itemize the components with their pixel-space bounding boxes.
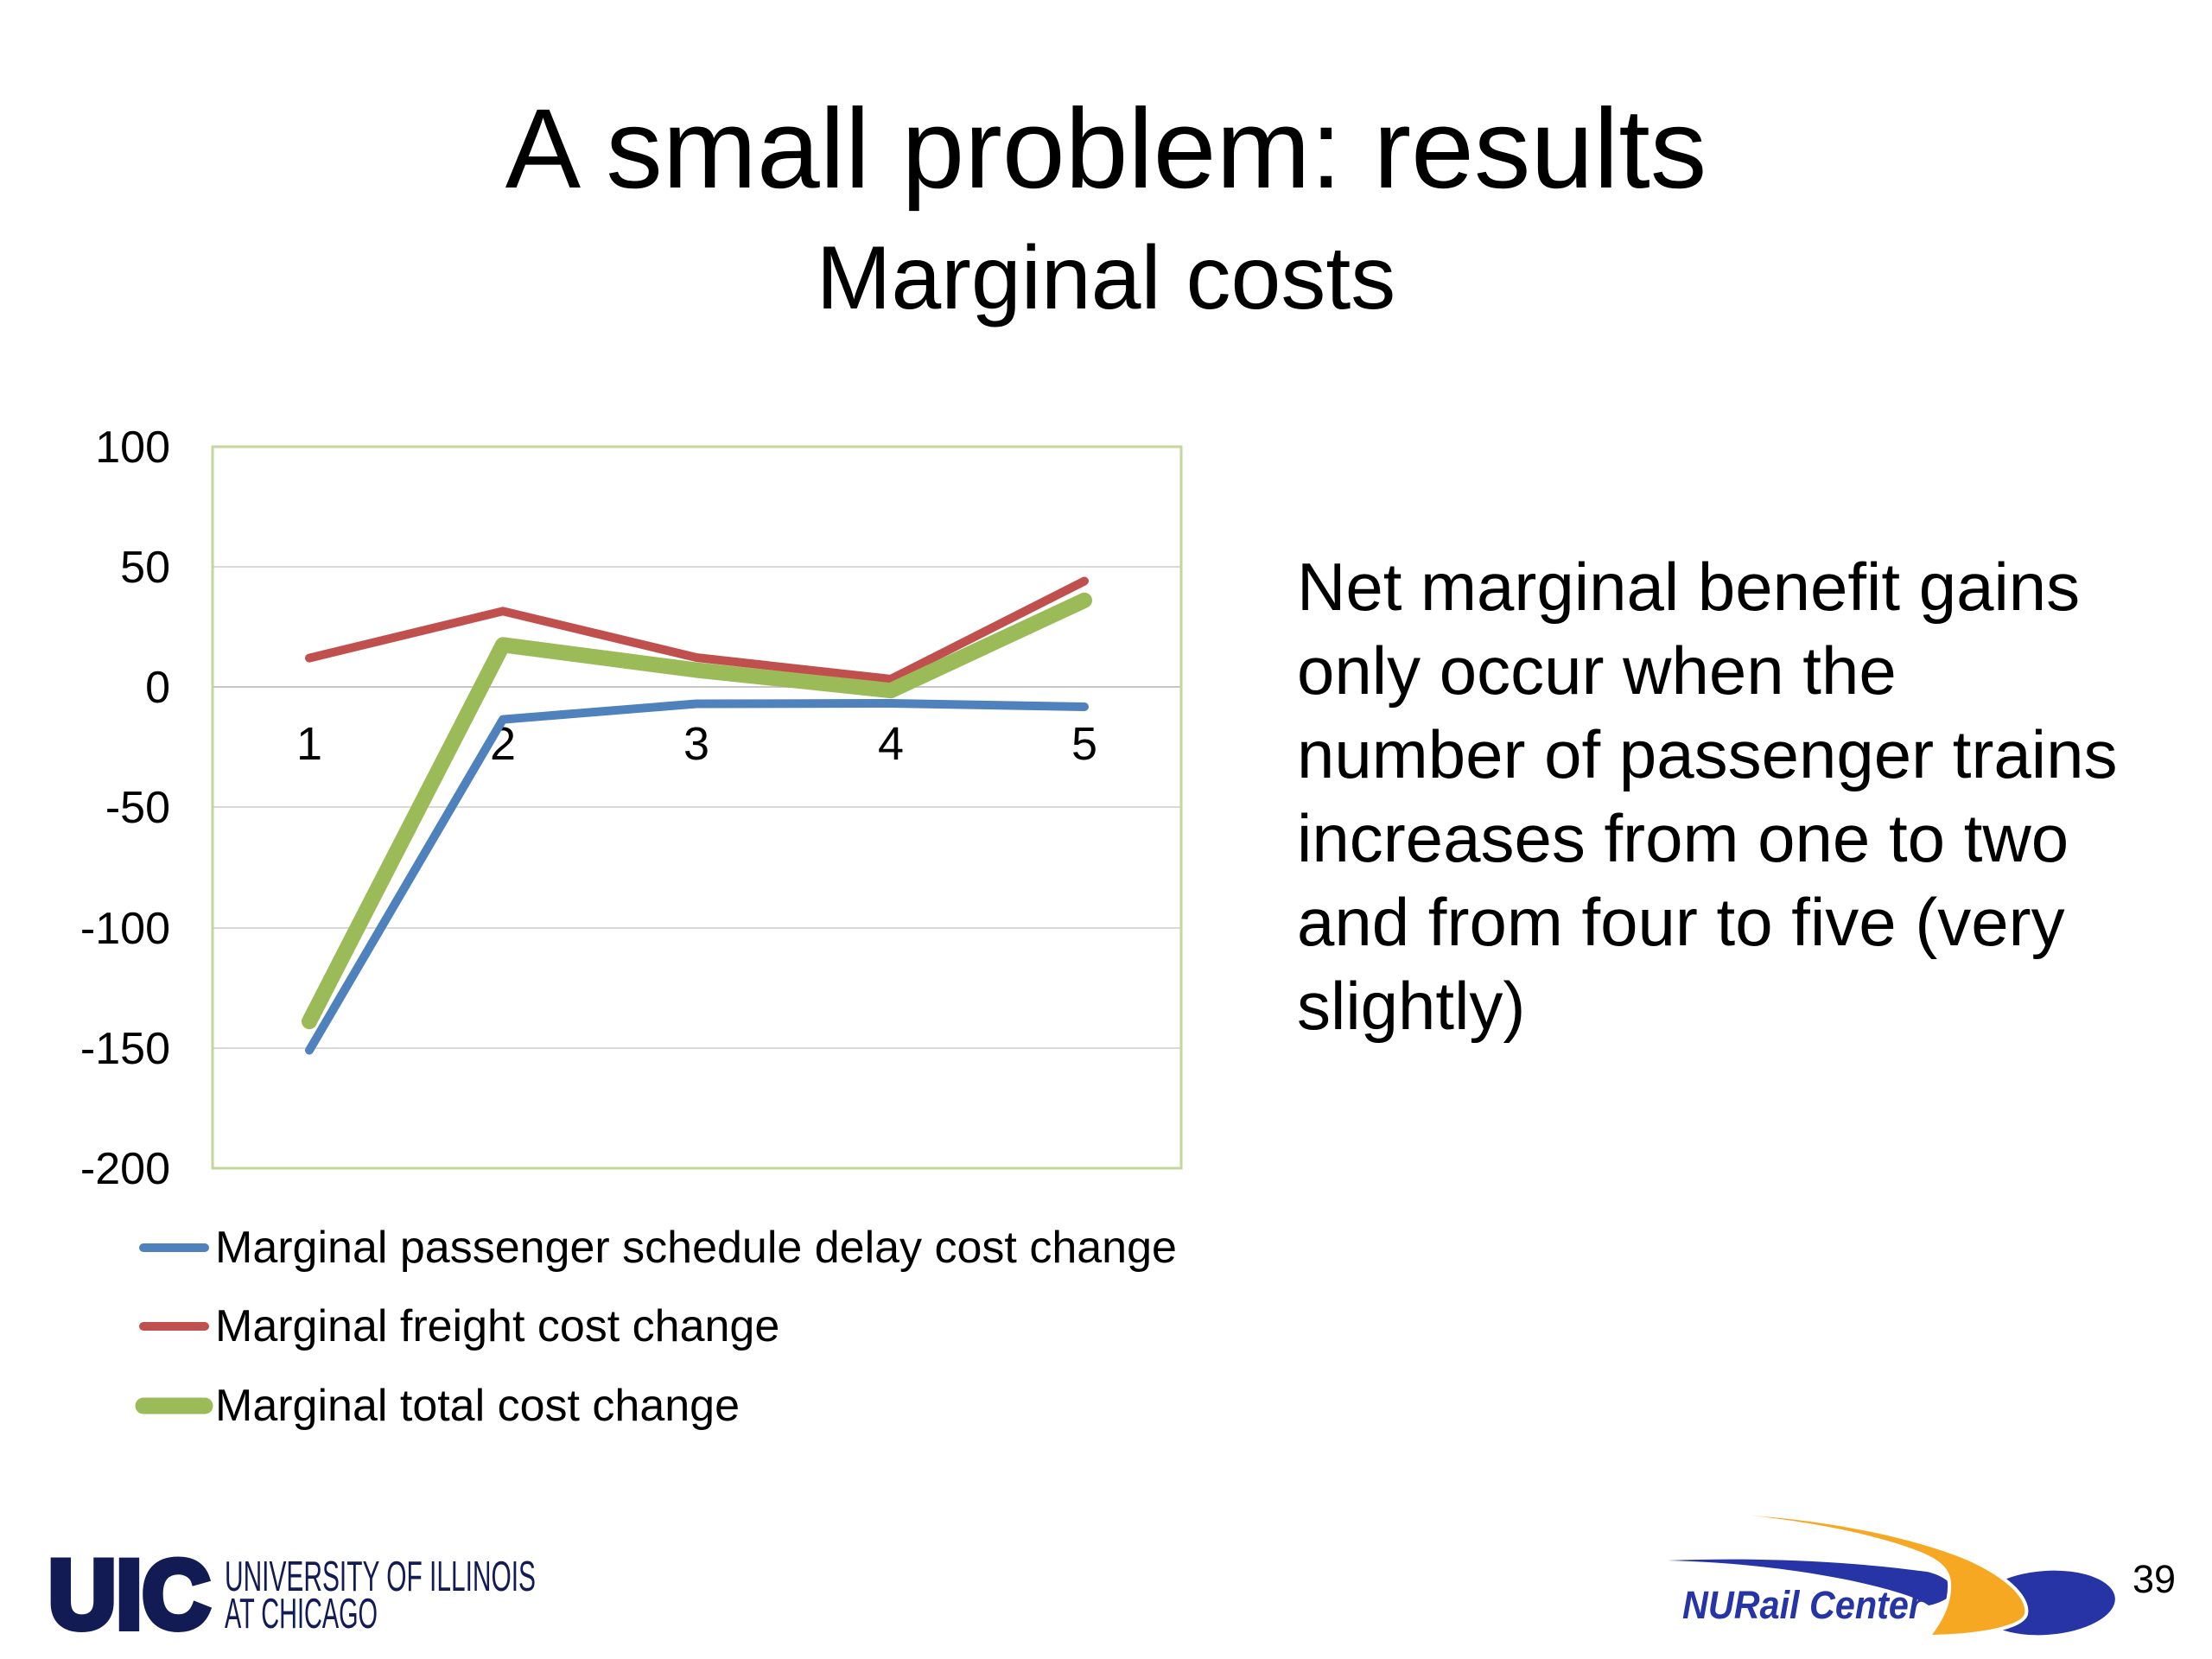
svg-text:3: 3 — [683, 718, 709, 770]
svg-text:-100: -100 — [80, 904, 170, 954]
svg-text:4: 4 — [878, 718, 904, 770]
svg-text:Marginal total cost change: Marginal total cost change — [215, 1381, 740, 1431]
svg-text:-150: -150 — [80, 1024, 170, 1074]
svg-text:Marginal passenger schedule de: Marginal passenger schedule delay cost c… — [215, 1223, 1177, 1273]
svg-text:50: 50 — [120, 543, 170, 593]
svg-text:5: 5 — [1071, 718, 1097, 770]
svg-text:Marginal freight cost change: Marginal freight cost change — [215, 1301, 779, 1351]
svg-text:NURail Center: NURail Center — [1682, 1583, 1924, 1627]
svg-text:39: 39 — [2133, 1557, 2176, 1601]
svg-text:UNIVERSITY OF ILLINOIS: UNIVERSITY OF ILLINOIS — [225, 1554, 536, 1600]
svg-text:1: 1 — [296, 718, 322, 770]
svg-text:AT CHICAGO: AT CHICAGO — [225, 1591, 378, 1637]
svg-text:UIC: UIC — [48, 1541, 210, 1649]
svg-text:-50: -50 — [105, 783, 170, 833]
svg-text:0: 0 — [145, 663, 170, 713]
svg-text:-200: -200 — [80, 1144, 170, 1194]
svg-text:100: 100 — [95, 423, 170, 473]
